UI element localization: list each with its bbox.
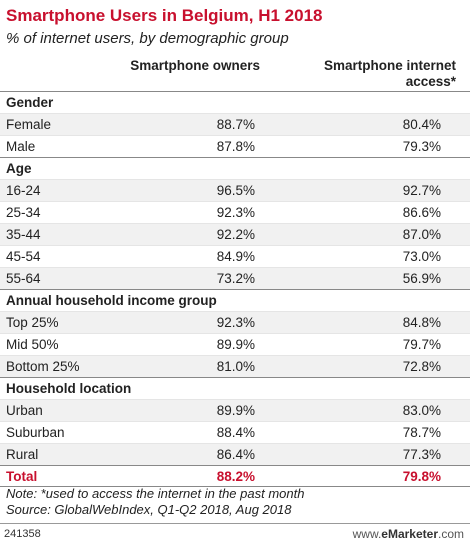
- cell-smartphone-owners: 88.4%: [216, 425, 255, 440]
- group-label: Annual household income group: [6, 293, 217, 308]
- cell-smartphone-owners: 87.8%: [216, 139, 255, 154]
- row-label: 25-34: [6, 205, 41, 220]
- row-label: Bottom 25%: [6, 359, 80, 374]
- cell-smartphone-internet-access: 87.0%: [402, 227, 441, 242]
- cell-smartphone-owners: 96.5%: [216, 183, 255, 198]
- cell-smartphone-owners: 88.7%: [216, 117, 255, 132]
- cell-smartphone-owners: 88.2%: [216, 469, 255, 484]
- cell-smartphone-owners: 89.9%: [216, 403, 255, 418]
- cell-smartphone-internet-access: 83.0%: [402, 403, 441, 418]
- group-header-row: Age: [0, 157, 470, 179]
- row-label: Urban: [6, 403, 43, 418]
- brand-name: eMarketer: [381, 527, 438, 541]
- table-row: Urban 89.9% 83.0%: [0, 399, 470, 421]
- table-row: 25-34 92.3% 86.6%: [0, 201, 470, 223]
- group-header-row: Household location: [0, 377, 470, 399]
- cell-smartphone-internet-access: 84.8%: [402, 315, 441, 330]
- cell-smartphone-internet-access: 80.4%: [402, 117, 441, 132]
- table-row: 35-44 92.2% 87.0%: [0, 223, 470, 245]
- cell-smartphone-internet-access: 78.7%: [402, 425, 441, 440]
- group-label: Age: [6, 161, 32, 176]
- group-label: Household location: [6, 381, 132, 396]
- cell-smartphone-owners: 84.9%: [216, 249, 255, 264]
- table-row: Female 88.7% 80.4%: [0, 113, 470, 135]
- row-label: Female: [6, 117, 52, 132]
- cell-smartphone-internet-access: 73.0%: [402, 249, 441, 264]
- row-label: Total: [6, 469, 38, 484]
- cell-smartphone-owners: 89.9%: [216, 337, 255, 352]
- cell-smartphone-internet-access: 77.3%: [402, 447, 441, 462]
- cell-smartphone-owners: 92.3%: [216, 205, 255, 220]
- row-label: Rural: [6, 447, 39, 462]
- table-row: Suburban 88.4% 78.7%: [0, 421, 470, 443]
- brand-suffix: .com: [437, 527, 464, 541]
- cell-smartphone-internet-access: 79.3%: [402, 139, 441, 154]
- row-label: 16-24: [6, 183, 41, 198]
- cell-smartphone-owners: 86.4%: [216, 447, 255, 462]
- cell-smartphone-owners: 81.0%: [216, 359, 255, 374]
- chart-subtitle: % of internet users, by demographic grou…: [6, 30, 289, 47]
- table-row: 45-54 84.9% 73.0%: [0, 245, 470, 267]
- table-row: 16-24 96.5% 92.7%: [0, 179, 470, 201]
- source-text: Source: GlobalWebIndex, Q1-Q2 2018, Aug …: [6, 502, 292, 517]
- cell-smartphone-internet-access: 92.7%: [402, 183, 441, 198]
- cell-smartphone-owners: 73.2%: [216, 271, 255, 286]
- table-row: Top 25% 92.3% 84.8%: [0, 311, 470, 333]
- chart-id: 241358: [4, 528, 41, 540]
- table-row: 55-64 73.2% 56.9%: [0, 267, 470, 289]
- row-label: 35-44: [6, 227, 41, 242]
- column-header-smartphone-internet-access: Smartphone internet access*: [285, 58, 456, 90]
- cell-smartphone-internet-access: 56.9%: [402, 271, 441, 286]
- column-header-smartphone-owners: Smartphone owners: [130, 58, 260, 73]
- table-row: Rural 86.4% 77.3%: [0, 443, 470, 465]
- column-header-line-2: access*: [405, 74, 456, 89]
- row-label: Suburban: [6, 425, 65, 440]
- column-header-line-1: Smartphone internet: [323, 58, 456, 73]
- data-table: Gender Female 88.7% 80.4% Male 87.8% 79.3% Age 1…: [0, 91, 470, 487]
- cell-smartphone-internet-access: 72.8%: [402, 359, 441, 374]
- chart-title: Smartphone Users in Belgium, H1 2018: [6, 6, 323, 25]
- brand-logo: www.eMarketer.com: [353, 527, 464, 541]
- row-label: 45-54: [6, 249, 41, 264]
- group-label: Gender: [6, 95, 54, 110]
- row-label: 55-64: [6, 271, 41, 286]
- cell-smartphone-internet-access: 79.8%: [402, 469, 441, 484]
- cell-smartphone-owners: 92.2%: [216, 227, 255, 242]
- chart-note: Note: *used to access the internet in th…: [6, 486, 304, 518]
- cell-smartphone-internet-access: 79.7%: [402, 337, 441, 352]
- cell-smartphone-internet-access: 86.6%: [402, 205, 441, 220]
- note-text: Note: *used to access the internet in th…: [6, 486, 305, 501]
- row-label: Male: [6, 139, 36, 154]
- cell-smartphone-owners: 92.3%: [216, 315, 255, 330]
- table-row: Mid 50% 89.9% 79.7%: [0, 333, 470, 355]
- table-row: Bottom 25% 81.0% 72.8%: [0, 355, 470, 377]
- group-header-row: Gender: [0, 91, 470, 113]
- table-row: Male 87.8% 79.3%: [0, 135, 470, 157]
- brand-prefix: www.: [352, 527, 382, 541]
- group-header-row: Annual household income group: [0, 289, 470, 311]
- total-row: Total 88.2% 79.8%: [0, 465, 470, 487]
- row-label: Mid 50%: [6, 337, 59, 352]
- footer: 241358 www.eMarketer.com: [0, 523, 470, 546]
- row-label: Top 25%: [6, 315, 59, 330]
